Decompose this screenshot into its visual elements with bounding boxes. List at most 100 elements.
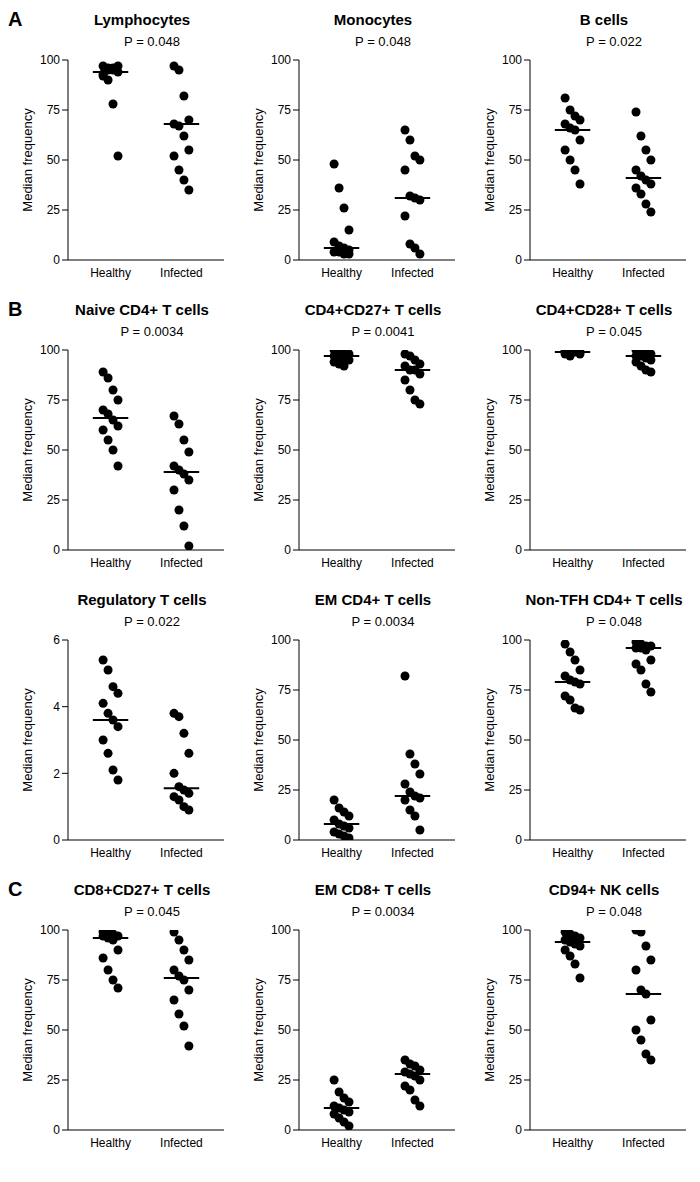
svg-text:25: 25 (509, 1073, 523, 1087)
svg-text:Healthy: Healthy (552, 266, 593, 280)
svg-text:Median frequency: Median frequency (251, 688, 266, 792)
svg-text:50: 50 (278, 733, 292, 747)
svg-text:Infected: Infected (160, 266, 203, 280)
svg-text:75: 75 (278, 973, 292, 987)
svg-text:Healthy: Healthy (90, 1136, 131, 1150)
svg-text:Median frequency: Median frequency (482, 688, 497, 792)
svg-text:0: 0 (515, 253, 522, 267)
svg-text:75: 75 (278, 393, 292, 407)
svg-text:75: 75 (509, 683, 523, 697)
svg-text:0: 0 (53, 1123, 60, 1137)
svg-text:25: 25 (509, 493, 523, 507)
svg-text:Infected: Infected (391, 556, 434, 570)
svg-text:100: 100 (40, 53, 60, 67)
svg-text:25: 25 (47, 493, 61, 507)
svg-text:0: 0 (284, 543, 291, 557)
svg-text:Infected: Infected (391, 266, 434, 280)
svg-text:75: 75 (509, 103, 523, 117)
svg-text:100: 100 (502, 53, 522, 67)
svg-text:Median frequency: Median frequency (20, 398, 35, 502)
svg-text:Median frequency: Median frequency (482, 398, 497, 502)
svg-text:100: 100 (40, 343, 60, 357)
svg-text:100: 100 (502, 633, 522, 647)
svg-text:0: 0 (284, 1123, 291, 1137)
svg-text:Healthy: Healthy (552, 846, 593, 860)
svg-text:Median frequency: Median frequency (251, 398, 266, 502)
svg-text:Median frequency: Median frequency (20, 108, 35, 212)
svg-text:0: 0 (515, 543, 522, 557)
svg-text:Infected: Infected (622, 846, 665, 860)
svg-text:100: 100 (271, 923, 291, 937)
svg-text:100: 100 (271, 53, 291, 67)
svg-text:0: 0 (515, 1123, 522, 1137)
svg-text:Infected: Infected (391, 846, 434, 860)
svg-text:50: 50 (509, 1023, 523, 1037)
svg-text:25: 25 (47, 203, 61, 217)
svg-text:25: 25 (278, 783, 292, 797)
svg-text:50: 50 (47, 1023, 61, 1037)
svg-text:Healthy: Healthy (321, 266, 362, 280)
svg-text:0: 0 (284, 253, 291, 267)
svg-text:6: 6 (53, 633, 60, 647)
svg-text:Infected: Infected (160, 556, 203, 570)
svg-text:100: 100 (502, 343, 522, 357)
svg-text:25: 25 (509, 203, 523, 217)
svg-text:Median frequency: Median frequency (482, 978, 497, 1082)
svg-text:25: 25 (278, 493, 292, 507)
html-text:Lymphocytes: Lymphocytes (93, 11, 191, 28)
svg-text:Infected: Infected (391, 1136, 434, 1150)
svg-text:0: 0 (53, 543, 60, 557)
svg-text:Median frequency: Median frequency (482, 108, 497, 212)
svg-text:Healthy: Healthy (552, 1136, 593, 1150)
svg-text:0: 0 (53, 253, 60, 267)
svg-text:Infected: Infected (160, 846, 203, 860)
html-text:B cells: B cells (579, 11, 629, 28)
svg-text:100: 100 (502, 923, 522, 937)
svg-text:50: 50 (47, 153, 61, 167)
svg-text:Healthy: Healthy (321, 846, 362, 860)
svg-text:Infected: Infected (622, 1136, 665, 1150)
svg-text:50: 50 (509, 733, 523, 747)
svg-text:Healthy: Healthy (90, 556, 131, 570)
svg-text:0: 0 (53, 833, 60, 847)
svg-text:75: 75 (509, 393, 523, 407)
svg-text:Median frequency: Median frequency (251, 978, 266, 1082)
svg-text:75: 75 (47, 393, 61, 407)
svg-text:Infected: Infected (622, 266, 665, 280)
html-text:Naive CD4+ T cells: Naive CD4+ T cells (75, 301, 209, 318)
svg-text:75: 75 (47, 973, 61, 987)
svg-text:Healthy: Healthy (552, 556, 593, 570)
svg-text:50: 50 (47, 443, 61, 457)
svg-text:Median frequency: Median frequency (20, 978, 35, 1082)
svg-text:Healthy: Healthy (321, 1136, 362, 1150)
svg-text:Healthy: Healthy (321, 556, 362, 570)
html-text:CD4+CD27+ T cells: CD4+CD27+ T cells (304, 301, 442, 318)
svg-text:50: 50 (509, 153, 523, 167)
svg-text:25: 25 (47, 1073, 61, 1087)
svg-text:100: 100 (40, 923, 60, 937)
svg-text:25: 25 (509, 783, 523, 797)
svg-text:50: 50 (278, 1023, 292, 1037)
svg-text:25: 25 (278, 1073, 292, 1087)
svg-text:4: 4 (53, 700, 60, 714)
svg-text:75: 75 (278, 103, 292, 117)
svg-text:75: 75 (278, 683, 292, 697)
svg-text:50: 50 (278, 443, 292, 457)
svg-text:50: 50 (278, 153, 292, 167)
svg-text:Infected: Infected (622, 556, 665, 570)
svg-text:2: 2 (53, 767, 60, 781)
svg-text:100: 100 (271, 343, 291, 357)
svg-text:Median frequency: Median frequency (20, 688, 35, 792)
svg-text:75: 75 (509, 973, 523, 987)
svg-text:25: 25 (278, 203, 292, 217)
html-text:Monocytes: Monocytes (333, 11, 413, 28)
svg-text:Infected: Infected (160, 1136, 203, 1150)
svg-text:100: 100 (271, 633, 291, 647)
svg-text:75: 75 (47, 103, 61, 117)
svg-text:0: 0 (284, 833, 291, 847)
svg-text:Healthy: Healthy (90, 266, 131, 280)
svg-text:Healthy: Healthy (90, 846, 131, 860)
svg-text:Median frequency: Median frequency (251, 108, 266, 212)
svg-text:0: 0 (515, 833, 522, 847)
svg-text:50: 50 (509, 443, 523, 457)
